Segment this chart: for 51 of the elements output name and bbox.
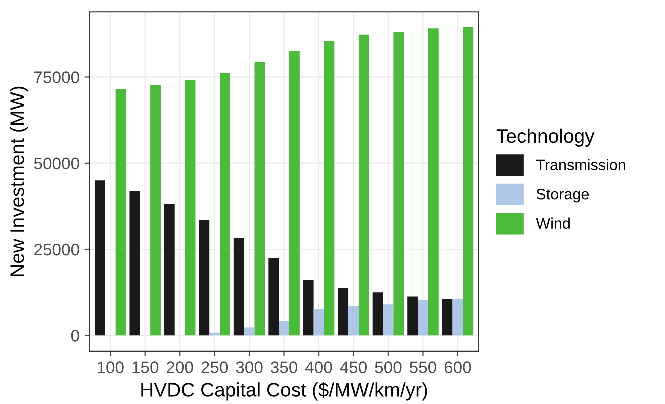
y-tick-label: 25000 <box>34 244 80 256</box>
legend-label: Wind <box>536 218 570 230</box>
y-axis-title: New Investment (MW) <box>10 86 28 276</box>
x-tick-label: 200 <box>167 362 194 374</box>
bar <box>383 304 394 336</box>
bar <box>338 288 349 336</box>
bar <box>199 220 210 336</box>
bar <box>408 296 418 336</box>
bar <box>185 80 196 336</box>
x-tick-label: 400 <box>306 362 332 374</box>
y-tick-label: 50000 <box>34 158 80 170</box>
bar <box>210 332 220 336</box>
bar <box>372 292 384 336</box>
x-tick-label: 550 <box>410 362 436 374</box>
bar <box>268 258 280 336</box>
x-tick-label: 350 <box>271 362 298 374</box>
legend-label: Storage <box>536 188 589 203</box>
x-tick-label: 100 <box>98 362 124 374</box>
bar <box>314 309 324 336</box>
bar <box>254 62 266 336</box>
x-tick-label: 250 <box>202 362 228 374</box>
bar <box>164 204 175 336</box>
bar <box>244 328 255 336</box>
bar <box>116 89 126 336</box>
bar <box>452 299 464 336</box>
legend-label: Transmission <box>536 159 626 171</box>
bar <box>324 41 335 336</box>
bar <box>279 321 290 336</box>
bar <box>130 191 140 336</box>
bar <box>290 51 300 336</box>
bar <box>234 238 244 336</box>
y-tick-label: 75000 <box>34 72 80 84</box>
bar <box>220 73 230 336</box>
bar <box>428 28 439 336</box>
bar <box>463 27 474 336</box>
x-tick-label: 450 <box>340 362 368 374</box>
legend-title: Technology <box>496 128 595 147</box>
y-tick-label: 0 <box>71 330 80 342</box>
x-tick-label: 500 <box>375 362 402 374</box>
bar <box>358 34 370 336</box>
bar <box>94 180 106 336</box>
bar <box>418 300 428 336</box>
bar <box>442 299 453 336</box>
x-tick-label: 600 <box>444 362 472 374</box>
x-tick-label: 300 <box>236 362 263 374</box>
x-axis-title: HVDC Capital Cost ($/MW/km/yr) <box>142 382 428 401</box>
x-tick-label: 150 <box>132 362 159 374</box>
bar <box>150 85 161 336</box>
bar <box>348 306 359 336</box>
bar <box>303 280 314 336</box>
bar <box>394 32 404 336</box>
